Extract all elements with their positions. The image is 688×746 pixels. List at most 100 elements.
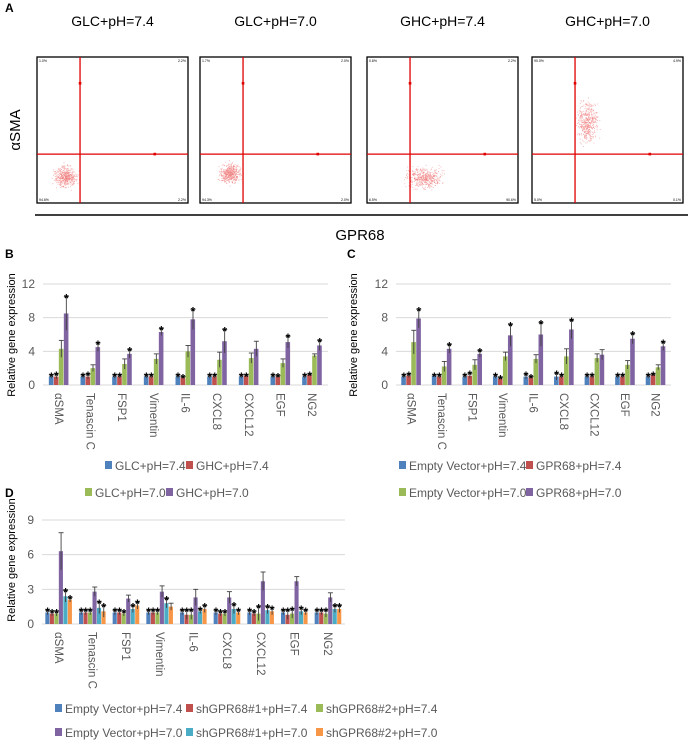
- bar: [564, 356, 569, 385]
- event-dot: [592, 131, 594, 134]
- event-dot: [235, 180, 237, 182]
- gate-handle: [316, 152, 320, 156]
- event-dot: [70, 175, 72, 177]
- x-category-label: IL-6: [179, 393, 191, 413]
- event-dot: [420, 169, 422, 171]
- event-dot: [420, 183, 422, 185]
- significance-star: *: [271, 370, 276, 384]
- event-dot: [583, 104, 585, 106]
- event-dot: [72, 174, 74, 176]
- event-dot: [220, 179, 222, 181]
- significance-star: *: [86, 369, 91, 383]
- event-dot: [416, 175, 418, 177]
- event-dot: [441, 169, 443, 171]
- bar: [79, 612, 84, 624]
- event-dot: [586, 129, 588, 131]
- event-dot: [589, 105, 591, 107]
- event-dot: [59, 169, 61, 171]
- panel-label-b: B: [5, 247, 14, 261]
- bar: [285, 342, 291, 385]
- significance-star: *: [302, 370, 307, 384]
- event-dot: [62, 173, 64, 175]
- significance-star: *: [176, 370, 181, 384]
- event-dot: [75, 179, 77, 181]
- event-dot: [435, 172, 438, 175]
- significance-star: *: [569, 315, 574, 329]
- event-dot: [426, 173, 428, 175]
- significance-star: *: [212, 370, 217, 384]
- event-dot: [581, 120, 584, 122]
- bar: [45, 612, 50, 624]
- event-dot: [407, 166, 409, 168]
- event-dot: [234, 172, 236, 174]
- bar: [155, 612, 160, 624]
- event-dot: [231, 180, 233, 182]
- event-dot: [406, 173, 408, 176]
- event-dot: [589, 124, 591, 127]
- event-dot: [422, 167, 424, 169]
- event-dot: [228, 166, 230, 168]
- event-dot: [55, 172, 57, 174]
- event-dot: [419, 172, 421, 174]
- event-dot: [221, 167, 223, 169]
- bar: [222, 341, 227, 385]
- event-dot: [440, 166, 442, 168]
- bar: [528, 377, 534, 385]
- event-dot: [220, 172, 222, 174]
- significance-star: *: [468, 368, 473, 382]
- event-dot: [420, 177, 423, 179]
- event-dot: [65, 176, 68, 178]
- quadrant-percent-ul: 90.0%: [534, 59, 544, 63]
- event-dot: [417, 165, 419, 167]
- event-dot: [427, 169, 429, 171]
- x-category-label: CXCL12: [588, 393, 600, 436]
- event-dot: [596, 127, 598, 129]
- event-dot: [588, 124, 590, 126]
- event-dot: [63, 168, 66, 170]
- event-dot: [227, 173, 229, 175]
- bar: [323, 613, 328, 624]
- event-dot: [229, 164, 231, 166]
- event-dot: [589, 113, 591, 115]
- event-dot: [222, 179, 224, 181]
- event-dot: [422, 186, 424, 188]
- event-dot: [414, 178, 416, 180]
- y-tick-label: 4: [28, 344, 35, 358]
- quadrant-percent-ll: 5.0%: [534, 198, 542, 202]
- event-dot: [429, 171, 431, 173]
- event-dot: [591, 116, 593, 118]
- event-dot: [588, 102, 590, 104]
- event-dot: [71, 183, 73, 185]
- legend-swatch: [186, 461, 193, 469]
- quadrant-percent-lr: 2.0%: [341, 198, 349, 202]
- event-dot: [435, 169, 437, 171]
- event-dot: [439, 177, 441, 179]
- event-dot: [416, 178, 418, 180]
- event-dot: [583, 125, 585, 128]
- event-dot: [240, 173, 242, 175]
- event-dot: [435, 182, 437, 184]
- legend-swatch: [316, 704, 323, 712]
- event-dot: [237, 170, 240, 172]
- event-dot: [438, 177, 440, 179]
- event-dot: [73, 180, 75, 182]
- event-dot: [579, 138, 581, 140]
- event-dot: [578, 122, 580, 124]
- event-dot: [68, 165, 70, 167]
- event-dot: [419, 168, 421, 170]
- event-dot: [226, 164, 228, 166]
- event-dot: [587, 97, 590, 99]
- event-dot: [72, 175, 74, 177]
- event-dot: [224, 175, 226, 177]
- bar: [158, 331, 164, 385]
- event-dot: [422, 184, 424, 186]
- event-dot: [67, 176, 69, 178]
- panel-label-c: C: [347, 247, 356, 261]
- event-dot: [590, 140, 592, 142]
- event-dot: [581, 115, 583, 117]
- event-dot: [74, 180, 76, 182]
- event-dot: [61, 171, 63, 173]
- event-dot: [421, 169, 423, 171]
- legend-item: shGPR68#2+pH=7.4: [316, 702, 438, 716]
- event-dot: [434, 169, 437, 171]
